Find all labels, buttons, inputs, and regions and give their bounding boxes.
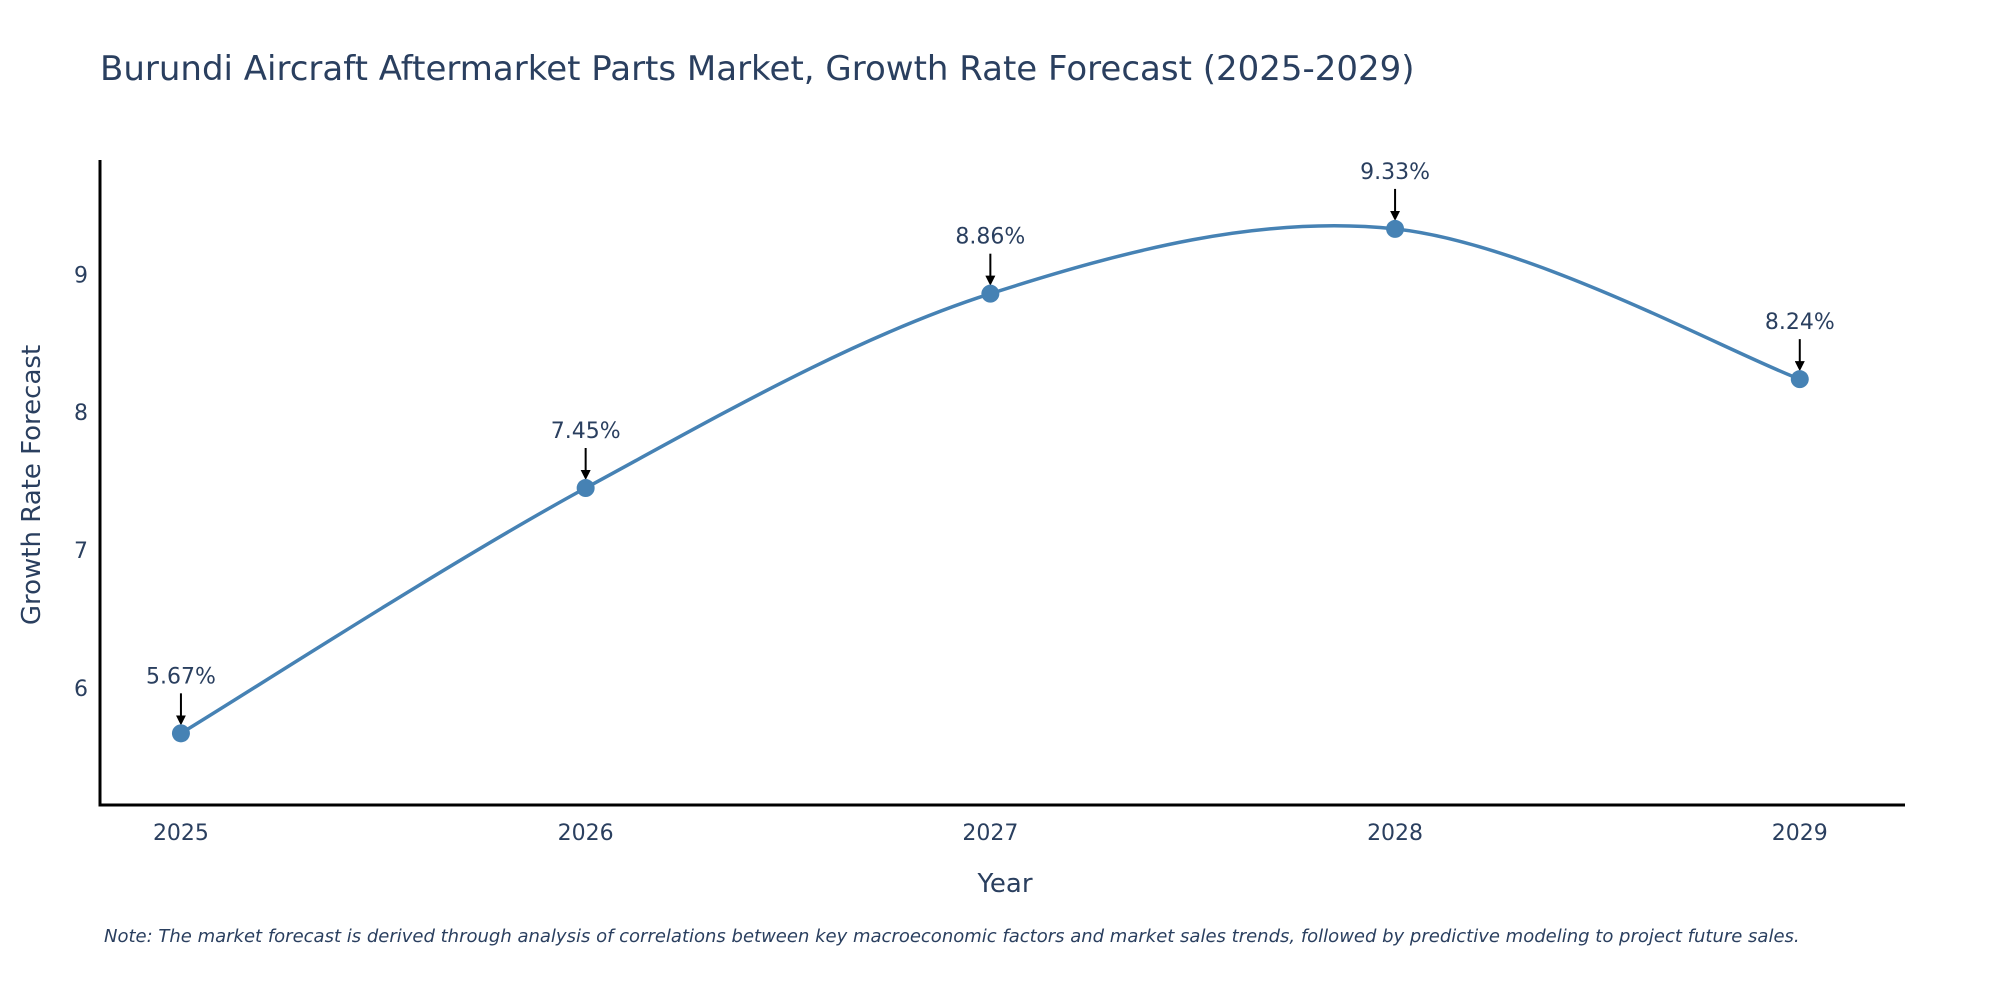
x-axis-title: Year — [976, 869, 1032, 899]
x-tick-label: 2025 — [153, 821, 209, 846]
x-tick-label: 2027 — [962, 821, 1018, 846]
footnote: Note: The market forecast is derived thr… — [104, 926, 1800, 947]
y-tick-label: 8 — [74, 401, 88, 426]
data-points — [171, 219, 1809, 743]
data-label: 8.86% — [955, 225, 1025, 250]
data-label: 9.33% — [1360, 160, 1430, 185]
y-tick-label: 6 — [74, 677, 88, 702]
annotation-arrows — [175, 188, 1805, 726]
chart-title: Burundi Aircraft Aftermarket Parts Marke… — [100, 49, 1415, 89]
y-axis-ticks: 6 7 8 9 — [74, 263, 88, 701]
data-point — [981, 284, 1000, 303]
data-label: 8.24% — [1765, 310, 1835, 335]
x-tick-label: 2028 — [1367, 821, 1423, 846]
data-point — [1386, 219, 1405, 238]
data-label: 7.45% — [551, 419, 621, 444]
data-point — [576, 479, 595, 498]
data-point — [171, 724, 190, 743]
x-axis-ticks: 2025 2026 2027 2028 2029 — [153, 821, 1828, 846]
y-tick-label: 9 — [74, 263, 88, 288]
x-tick-label: 2029 — [1772, 821, 1828, 846]
data-point — [1790, 370, 1809, 389]
y-axis-title: Growth Rate Forecast — [17, 345, 47, 625]
x-tick-label: 2026 — [558, 821, 614, 846]
data-label: 5.67% — [146, 664, 216, 689]
plot-area: 6 7 8 9 2025 2026 2027 2028 2029 5.67% 7.45% 8.86… — [74, 160, 1905, 846]
data-labels: 5.67% 7.45% 8.86% 9.33% 8.24% — [146, 160, 1835, 689]
y-tick-label: 7 — [74, 539, 88, 564]
